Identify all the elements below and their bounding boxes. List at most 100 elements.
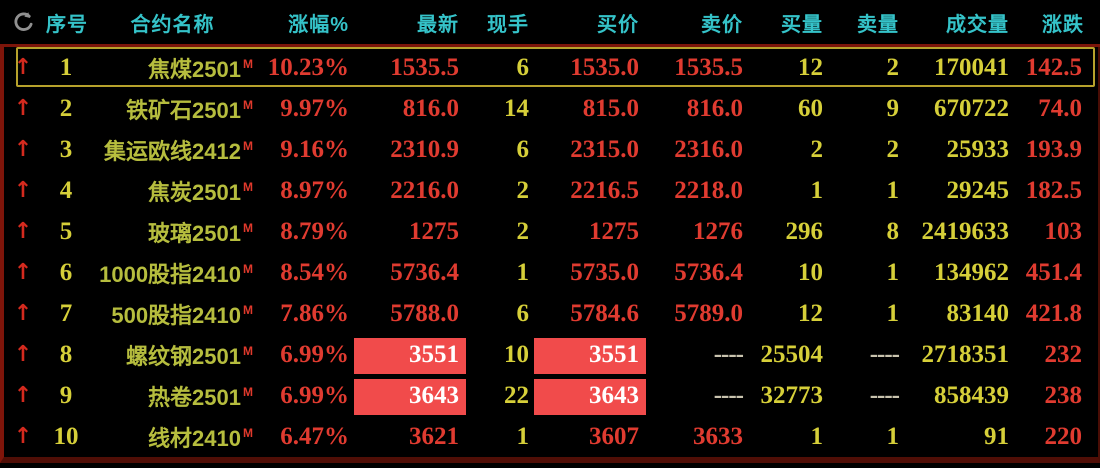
table-row[interactable]: ↑ 9 热卷2501 M 6.99% 3643 22 3643 ---- 32773 ---- 858… bbox=[4, 375, 1098, 416]
cell-vol: 83140 bbox=[946, 299, 1010, 327]
cell-last: 3621 bbox=[409, 422, 459, 450]
up-arrow-icon: ↑ bbox=[13, 382, 33, 408]
cell-chg: 451.4 bbox=[1025, 258, 1082, 286]
cell-bid: 2216.5 bbox=[570, 176, 639, 204]
cell-pct: 7.86% bbox=[280, 299, 349, 327]
cell-ask: ---- bbox=[713, 340, 744, 368]
cell-askvol: 1 bbox=[886, 299, 900, 327]
cell-last: 5788.0 bbox=[390, 299, 459, 327]
cell-hand: 6 bbox=[516, 299, 530, 327]
refresh-button[interactable] bbox=[4, 10, 42, 35]
cell-askvol: 1 bbox=[886, 258, 900, 286]
cell-chg: 421.8 bbox=[1025, 299, 1082, 327]
cell-hand: 10 bbox=[504, 340, 529, 368]
cell-bidvol: 296 bbox=[785, 217, 824, 245]
cell-last: 1535.5 bbox=[390, 53, 459, 81]
cell-last: 2216.0 bbox=[390, 176, 459, 204]
contract-name-text: 1000股指2410 bbox=[99, 261, 241, 287]
header-total-volume[interactable]: 成交量 bbox=[946, 13, 1009, 36]
cell-hand: 14 bbox=[504, 94, 529, 122]
cell-chg: 103 bbox=[1044, 217, 1083, 245]
table-row[interactable]: ↑ 1 焦煤2501 M 10.23% 1535.5 6 1535.0 1535.5 12 2 170… bbox=[4, 47, 1098, 88]
table-row[interactable]: ↑ 6 1000股指2410 M 8.54% 5736.4 1 5735.0 5736.4 10 1… bbox=[4, 252, 1098, 293]
cell-bid: 1275 bbox=[589, 217, 639, 245]
table-row[interactable]: ↑ 8 螺纹钢2501 M 6.99% 3551 10 3551 ---- 25504 ---- 27… bbox=[4, 334, 1098, 375]
cell-bid: 1535.0 bbox=[570, 53, 639, 81]
main-contract-badge: M bbox=[243, 385, 253, 400]
cell-hand: 22 bbox=[504, 381, 529, 409]
cell-bid: 5735.0 bbox=[570, 258, 639, 286]
cell-name: 线材2410 M bbox=[90, 421, 255, 453]
table-row[interactable]: ↑ 10 线材2410 M 6.47% 3621 1 3607 3633 1 1 91 220 bbox=[4, 416, 1098, 457]
cell-chg: 74.0 bbox=[1038, 94, 1082, 122]
header-bid-volume[interactable]: 买量 bbox=[781, 13, 823, 36]
up-arrow-icon: ↑ bbox=[13, 95, 33, 121]
contract-name-text: 螺纹钢2501 bbox=[126, 343, 241, 369]
cell-ask: 816.0 bbox=[686, 94, 743, 122]
contract-name-text: 焦煤2501 bbox=[148, 56, 241, 82]
up-arrow-icon: ↑ bbox=[13, 54, 33, 80]
header-ask-volume[interactable]: 卖量 bbox=[857, 13, 899, 36]
cell-no: 7 bbox=[59, 299, 73, 327]
cell-pct: 10.23% bbox=[267, 53, 349, 81]
main-contract-badge: M bbox=[243, 426, 253, 441]
contract-name-text: 集运欧线2412 bbox=[104, 138, 241, 164]
contract-name-text: 线材2410 bbox=[148, 425, 241, 451]
cell-ask: 1276 bbox=[693, 217, 743, 245]
cell-vol: 858439 bbox=[934, 381, 1009, 409]
cell-askvol: 1 bbox=[886, 422, 900, 450]
refresh-icon bbox=[13, 11, 33, 31]
cell-hand: 1 bbox=[516, 258, 530, 286]
main-contract-badge: M bbox=[243, 262, 253, 277]
table-header: 序号 合约名称 涨幅% 最新 现手 买价 卖价 买量 卖量 成交量 涨跌 bbox=[0, 0, 1100, 47]
cell-hand: 2 bbox=[516, 217, 530, 245]
cell-last: 2310.9 bbox=[390, 135, 459, 163]
header-last-price[interactable]: 最新 bbox=[417, 13, 459, 36]
cell-no: 10 bbox=[53, 422, 79, 450]
cell-chg: 238 bbox=[1044, 381, 1083, 409]
cell-name: 螺纹钢2501 M bbox=[90, 339, 255, 371]
main-contract-badge: M bbox=[243, 98, 253, 113]
cell-ask: 2316.0 bbox=[674, 135, 743, 163]
cell-last: 3643 bbox=[355, 378, 465, 413]
cell-bidvol: 10 bbox=[798, 258, 823, 286]
cell-bid: 3643 bbox=[535, 378, 645, 413]
header-change-pct[interactable]: 涨幅% bbox=[288, 13, 349, 36]
contract-name-text: 热卷2501 bbox=[148, 384, 241, 410]
cell-name: 焦煤2501 M bbox=[90, 52, 255, 84]
header-serial[interactable]: 序号 bbox=[46, 13, 88, 36]
cell-bid: 2315.0 bbox=[570, 135, 639, 163]
cell-pct: 9.97% bbox=[280, 94, 349, 122]
contract-name-text: 铁矿石2501 bbox=[126, 97, 241, 123]
cell-name: 焦炭2501 M bbox=[90, 175, 255, 207]
cell-pct: 8.54% bbox=[280, 258, 349, 286]
cell-askvol: ---- bbox=[869, 340, 900, 368]
cell-askvol: 1 bbox=[886, 176, 900, 204]
cell-ask: 2218.0 bbox=[674, 176, 743, 204]
cell-no: 5 bbox=[59, 217, 73, 245]
table-row[interactable]: ↑ 3 集运欧线2412 M 9.16% 2310.9 6 2315.0 2316.0 2 2 259… bbox=[4, 129, 1098, 170]
header-current-lots[interactable]: 现手 bbox=[487, 13, 529, 36]
header-contract-name[interactable]: 合约名称 bbox=[130, 13, 215, 36]
up-arrow-icon: ↑ bbox=[13, 300, 33, 326]
cell-ask: 5789.0 bbox=[674, 299, 743, 327]
cell-chg: 193.9 bbox=[1025, 135, 1082, 163]
table-row[interactable]: ↑ 4 焦炭2501 M 8.97% 2216.0 2 2216.5 2218.0 1 1 29245… bbox=[4, 170, 1098, 211]
cell-last: 3551 bbox=[355, 337, 465, 372]
cell-bidvol: 2 bbox=[810, 135, 824, 163]
cell-name: 热卷2501 M bbox=[90, 380, 255, 412]
cell-name: 500股指2410 M bbox=[90, 298, 255, 330]
table-row[interactable]: ↑ 7 500股指2410 M 7.86% 5788.0 6 5784.6 5789.0 12 1 8… bbox=[4, 293, 1098, 334]
table-row[interactable]: ↑ 2 铁矿石2501 M 9.97% 816.0 14 815.0 816.0 60 9 67072… bbox=[4, 88, 1098, 129]
cell-bidvol: 60 bbox=[798, 94, 823, 122]
cell-chg: 220 bbox=[1044, 422, 1083, 450]
cell-pct: 6.99% bbox=[280, 381, 349, 409]
header-change-value[interactable]: 涨跌 bbox=[1042, 13, 1084, 36]
up-arrow-icon: ↑ bbox=[13, 423, 33, 449]
cell-no: 2 bbox=[59, 94, 73, 122]
cell-no: 3 bbox=[59, 135, 73, 163]
contract-name-text: 500股指2410 bbox=[111, 302, 241, 328]
header-ask-price[interactable]: 卖价 bbox=[701, 13, 743, 36]
header-bid-price[interactable]: 买价 bbox=[597, 13, 639, 36]
table-row[interactable]: ↑ 5 玻璃2501 M 8.79% 1275 2 1275 1276 296 8 2419633 10… bbox=[4, 211, 1098, 252]
